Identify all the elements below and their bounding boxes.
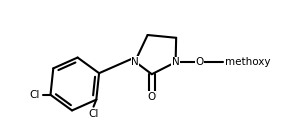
Text: O: O xyxy=(195,57,204,67)
Text: N: N xyxy=(172,57,179,67)
Text: Cl: Cl xyxy=(88,109,99,119)
Text: N: N xyxy=(131,57,139,67)
Text: methoxy: methoxy xyxy=(225,57,270,67)
Text: Cl: Cl xyxy=(29,90,39,100)
Text: O: O xyxy=(148,92,156,102)
